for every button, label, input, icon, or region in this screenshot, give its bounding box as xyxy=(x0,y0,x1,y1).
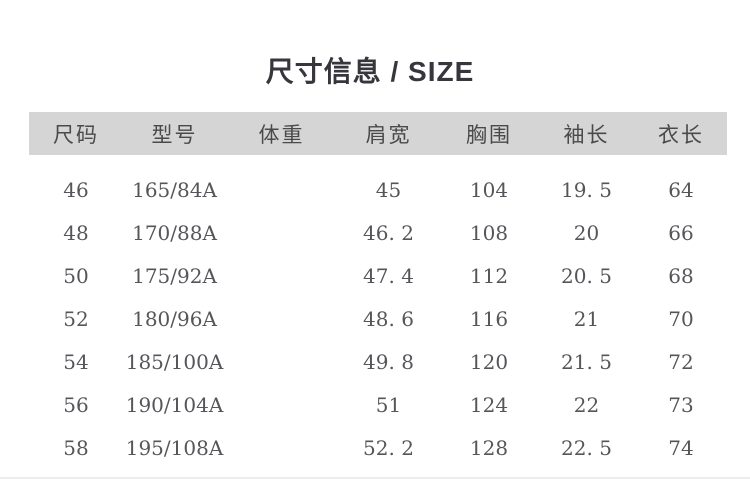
table-cell: 68 xyxy=(668,263,694,288)
table-header: 尺码 型号 体重 肩宽 胸围 袖长 衣长 xyxy=(29,112,727,155)
table-cell: 112 xyxy=(469,263,509,288)
page-title: 尺寸信息 / SIZE xyxy=(265,56,475,87)
table-row: 52 180/96A 48. 6 116 21 70 xyxy=(29,297,727,340)
header-cell: 体重 xyxy=(226,112,337,155)
table-cell: 64 xyxy=(668,177,694,202)
header-cell: 胸围 xyxy=(440,112,538,155)
table-body: 46 165/84A 45 104 19. 5 64 48 170/88A 46. 2 108 20… xyxy=(29,155,727,469)
table-cell: 165/84A xyxy=(132,177,217,202)
table-cell: 19. 5 xyxy=(561,177,612,202)
table-row: 56 190/104A 51 124 22 73 xyxy=(29,383,727,426)
table-cell: 47. 4 xyxy=(363,263,414,288)
header-cell: 衣长 xyxy=(635,112,727,155)
table-cell: 190/104A xyxy=(125,392,224,417)
table-cell: 45 xyxy=(375,177,402,202)
table-cell: 70 xyxy=(668,306,694,331)
table-cell: 46 xyxy=(63,177,89,202)
table-cell: 22 xyxy=(573,392,600,417)
table-cell: 72 xyxy=(668,349,694,374)
table-cell: 46. 2 xyxy=(363,220,414,245)
table-cell: 73 xyxy=(668,392,694,417)
table-cell: 108 xyxy=(469,220,509,245)
table-cell: 180/96A xyxy=(132,306,217,331)
table-cell xyxy=(226,297,337,340)
table-cell: 66 xyxy=(668,220,694,245)
table-cell: 120 xyxy=(469,349,509,374)
table-cell: 104 xyxy=(469,177,509,202)
table-cell: 20 xyxy=(573,220,600,245)
table-row: 50 175/92A 47. 4 112 20. 5 68 xyxy=(29,254,727,297)
table-cell: 48 xyxy=(63,220,89,245)
table-cell: 170/88A xyxy=(132,220,217,245)
header-row: 尺码 型号 体重 肩宽 胸围 袖长 衣长 xyxy=(29,112,727,155)
table-cell: 116 xyxy=(469,306,509,331)
table-cell: 49. 8 xyxy=(363,349,414,374)
table-row: 58 195/108A 52. 2 128 22. 5 74 xyxy=(29,426,727,469)
table-cell: 21 xyxy=(573,306,600,331)
table-cell: 74 xyxy=(668,435,694,460)
header-cell: 袖长 xyxy=(538,112,635,155)
header-cell: 型号 xyxy=(123,112,226,155)
table-cell: 175/92A xyxy=(132,263,217,288)
table-cell: 56 xyxy=(63,392,89,417)
size-table: 尺码 型号 体重 肩宽 胸围 袖长 衣长 46 165/84A 45 104 19. 5 64 48 17… xyxy=(29,112,727,469)
table-cell: 48. 6 xyxy=(363,306,414,331)
table-cell: 58 xyxy=(63,435,89,460)
table-row: 48 170/88A 46. 2 108 20 66 xyxy=(29,211,727,254)
table-cell xyxy=(226,211,337,254)
header-cell: 肩宽 xyxy=(337,112,440,155)
table-cell: 50 xyxy=(63,263,89,288)
table-cell: 22. 5 xyxy=(561,435,612,460)
table-cell: 195/108A xyxy=(125,435,224,460)
table-cell: 52 xyxy=(63,306,89,331)
header-cell: 尺码 xyxy=(29,112,123,155)
table-row: 54 185/100A 49. 8 120 21. 5 72 xyxy=(29,340,727,383)
table-cell: 128 xyxy=(469,435,509,460)
table-cell xyxy=(226,426,337,469)
table-cell: 51 xyxy=(375,392,402,417)
table-cell xyxy=(226,340,337,383)
table-row: 46 165/84A 45 104 19. 5 64 xyxy=(29,155,727,211)
table-cell: 54 xyxy=(63,349,89,374)
table-cell: 185/100A xyxy=(125,349,224,374)
table-cell: 124 xyxy=(469,392,509,417)
table-cell xyxy=(226,383,337,426)
table-cell: 20. 5 xyxy=(561,263,612,288)
table-cell xyxy=(226,254,337,297)
bottom-divider xyxy=(0,477,750,479)
table-cell: 21. 5 xyxy=(561,349,612,374)
table-cell: 52. 2 xyxy=(363,435,414,460)
table-cell xyxy=(226,155,337,211)
